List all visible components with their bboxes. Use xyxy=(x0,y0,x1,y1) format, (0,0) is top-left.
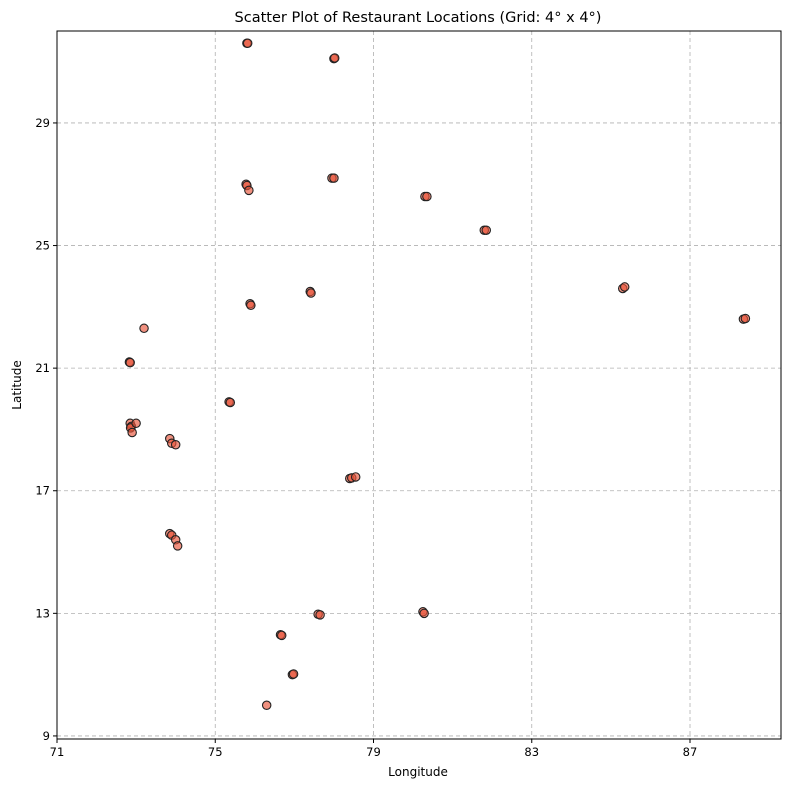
data-point xyxy=(242,38,253,49)
data-point xyxy=(127,427,137,438)
data-point xyxy=(329,173,339,183)
data-points xyxy=(124,38,751,711)
data-point xyxy=(329,53,340,63)
x-tick-label: 83 xyxy=(524,745,539,759)
data-point xyxy=(246,300,256,311)
y-tick-label: 17 xyxy=(35,484,50,498)
x-axis-label: Longitude xyxy=(388,765,448,779)
x-tick-label: 79 xyxy=(366,745,381,759)
data-point xyxy=(288,669,299,679)
y-tick-label: 25 xyxy=(35,239,50,253)
grid-lines xyxy=(56,31,781,739)
data-point xyxy=(244,185,254,196)
data-point xyxy=(172,541,183,551)
chart-title: Scatter Plot of Restaurant Locations (Gr… xyxy=(235,10,602,26)
data-point xyxy=(315,610,325,620)
data-point xyxy=(740,313,751,324)
data-point xyxy=(350,472,361,482)
data-point xyxy=(276,630,287,641)
x-axis-ticks: 71 75 79 83 87 xyxy=(50,739,698,759)
plot-frame xyxy=(56,30,782,740)
x-tick-label: 87 xyxy=(683,745,698,759)
y-axis-ticks: 9 13 17 21 25 29 xyxy=(35,116,57,743)
data-point xyxy=(125,357,135,368)
x-tick-label: 71 xyxy=(50,745,65,759)
data-point xyxy=(261,700,272,711)
data-point xyxy=(419,608,429,619)
y-tick-label: 9 xyxy=(43,729,50,743)
data-point xyxy=(131,418,141,429)
data-point xyxy=(481,225,492,235)
data-point xyxy=(170,440,181,450)
data-point xyxy=(422,191,432,202)
data-point xyxy=(306,288,316,298)
y-tick-label: 29 xyxy=(35,116,50,130)
y-tick-label: 13 xyxy=(35,606,50,620)
x-tick-label: 75 xyxy=(208,745,223,759)
data-point xyxy=(139,323,149,334)
data-point xyxy=(619,282,630,292)
y-tick-label: 21 xyxy=(35,361,50,375)
data-point xyxy=(225,397,236,408)
y-axis-label: Latitude xyxy=(10,360,24,409)
